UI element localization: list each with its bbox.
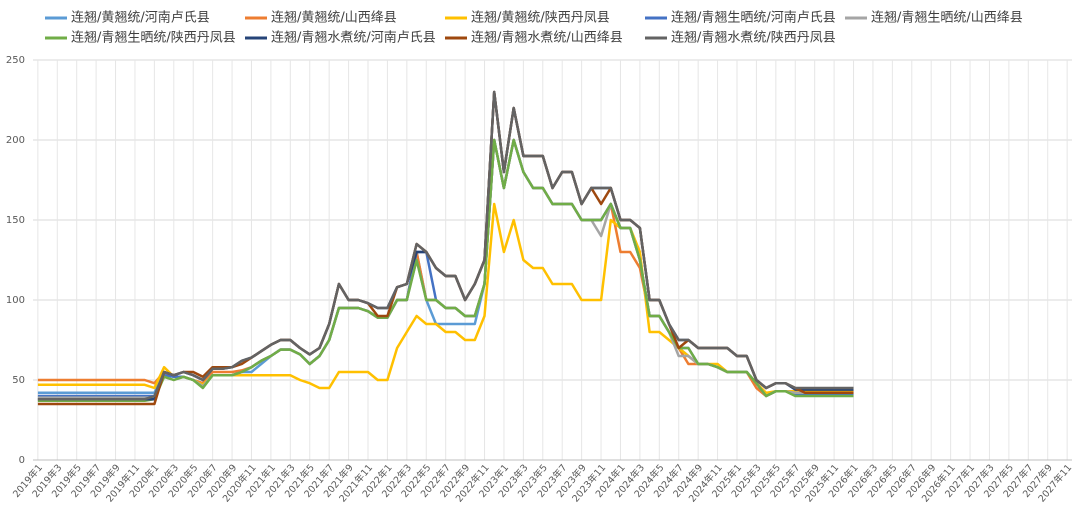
series-line (37, 138, 854, 403)
legend-label: 连翘/黄翘统/陕西丹凤县 (471, 10, 610, 26)
y-tick-label: 250 (6, 55, 25, 66)
legend-label: 连翘/青翘生晒统/山西绛县 (871, 10, 1023, 26)
legend-label: 连翘/黄翘统/河南卢氏县 (71, 10, 210, 26)
series-line (37, 90, 854, 401)
legend-label: 连翘/青翘水煮统/河南卢氏县 (271, 30, 436, 46)
y-tick-label: 200 (6, 135, 25, 146)
y-tick-label: 0 (19, 455, 25, 466)
y-tick-label: 100 (6, 295, 25, 306)
legend-label: 连翘/青翘水煮统/陕西丹凤县 (671, 30, 836, 46)
legend-label: 连翘/青翘生晒统/陕西丹凤县 (71, 30, 236, 46)
legend-label: 连翘/青翘水煮统/山西绛县 (471, 30, 623, 46)
y-tick-label: 150 (6, 215, 25, 226)
legend-label: 连翘/青翘生晒统/河南卢氏县 (671, 10, 836, 26)
legend-label: 连翘/黄翘统/山西绛县 (271, 10, 397, 26)
y-tick-label: 50 (12, 375, 25, 386)
